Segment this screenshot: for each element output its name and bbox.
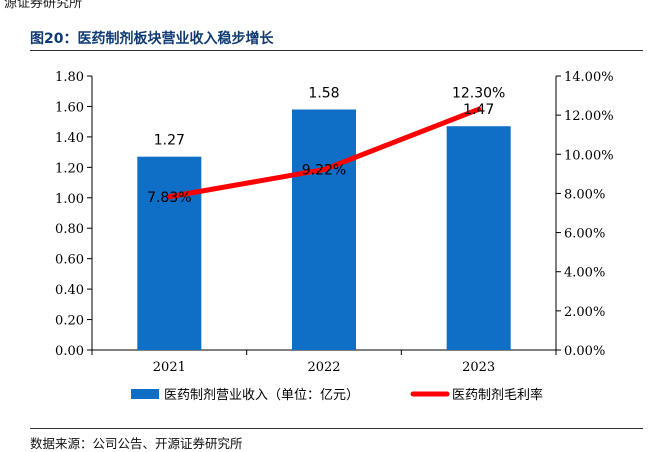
left-tick-label: 0.40 [55,283,84,298]
legend-line-label: 医药制剂毛利率 [452,387,543,403]
right-tick-label: 12.00% [564,109,614,124]
line-point [166,194,172,200]
left-tick-label: 1.80 [55,70,84,85]
line-value-label: 12.30% [452,85,505,101]
right-tick-label: 14.00% [564,70,614,85]
line-value-label: 9.22% [302,163,346,179]
left-tick-label: 0.60 [55,253,84,268]
right-tick-label: 0.00% [564,344,605,359]
chart-legend: 医药制剂营业收入（单位：亿元） 医药制剂毛利率 [131,387,543,403]
footer-divider [30,428,643,429]
line-point [476,106,482,112]
bar-series [137,109,511,350]
line-point [321,167,327,173]
x-tick-label: 2022 [307,360,340,375]
right-tick-label: 6.00% [564,227,605,242]
line-series [166,106,482,200]
x-tick-label: 2021 [153,360,186,375]
left-tick-label: 0.00 [55,344,84,359]
data-labels: 1.27 1.58 1.47 7.83% 9.22% 12.30% [147,85,505,205]
right-tick-label: 2.00% [564,305,605,320]
bar [137,156,202,350]
top-source-text: 源证券研究所 [4,0,83,11]
bar [446,126,511,350]
title-divider [30,50,643,51]
left-tick-label: 1.60 [55,100,84,115]
left-tick-label: 1.00 [55,192,84,207]
right-tick-label: 8.00% [564,187,605,202]
left-tick-label: 0.20 [55,314,84,329]
bar-value-label: 1.27 [154,133,185,149]
left-tick-label: 1.20 [55,161,84,176]
right-tick-label: 4.00% [564,266,605,281]
legend-bar-swatch [131,389,159,399]
figure-title: 图20：医药制剂板块营业收入稳步增长 [30,31,274,47]
right-tick-label: 10.00% [564,148,614,163]
bar [292,109,356,350]
source-note: 数据来源：公司公告、开源证券研究所 [30,436,243,451]
left-tick-label: 0.80 [55,222,84,237]
line-value-label: 7.83% [147,190,191,206]
bar-value-label: 1.47 [463,102,494,118]
x-tick-label: 2023 [462,360,495,375]
left-tick-label: 1.40 [55,131,84,146]
legend-bar-label: 医药制剂营业收入（单位：亿元） [164,388,359,403]
bar-value-label: 1.58 [308,85,339,101]
